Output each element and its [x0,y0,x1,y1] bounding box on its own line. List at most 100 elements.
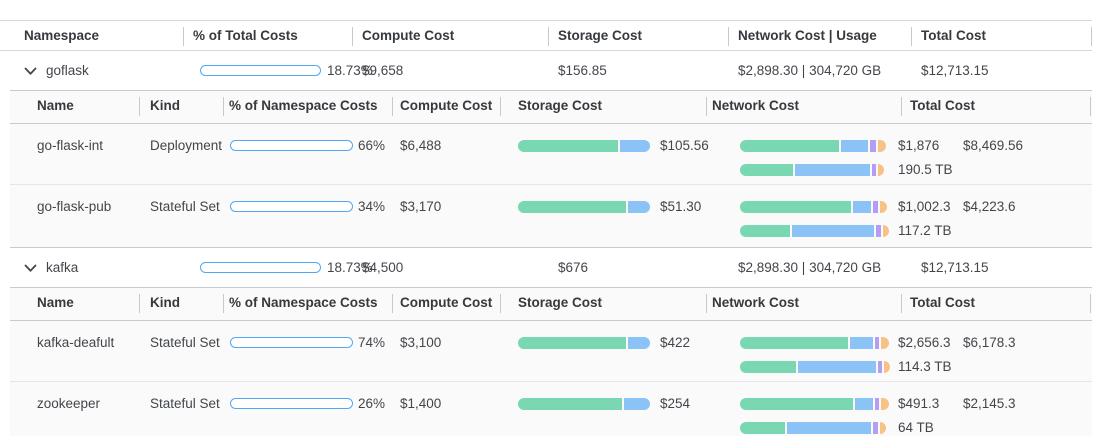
bar-segment [881,337,889,349]
bar-segment [740,225,790,237]
network-cost-bar [740,398,890,410]
main-table-header: Namespace % of Total Costs Compute Cost … [0,20,1092,51]
compute-cost-value: $9,658 [362,63,404,78]
namespace-row-kafka[interactable]: kafka 18.73% $4,500 $676 $2,898.30 | 304… [0,248,1092,287]
bar-segment [874,398,879,410]
network-cost-usage-value: $2,898.30 | 304,720 GB [738,63,882,78]
bar-segment [841,140,868,152]
total-cost-value: $12,713.15 [921,63,989,78]
bar-segment [518,398,622,410]
column-divider [901,97,902,116]
workload-kind: Stateful Set [150,199,220,214]
chevron-down-icon[interactable] [24,264,37,273]
bar-segment [879,422,886,434]
bar-segment [518,201,626,213]
pct-namespace-costs-bar [230,337,353,348]
subheader-storage-cost: Storage Cost [518,98,603,113]
storage-cost-value: $422 [660,335,691,350]
pct-total-costs-bar [200,65,321,76]
subheader-kind: Kind [150,98,180,113]
column-divider [1090,294,1091,313]
bar-segment [518,140,618,152]
subheader-pct-namespace-costs: % of Namespace Costs [229,98,378,113]
column-divider [392,97,393,116]
bar-segment [871,164,876,176]
header-compute-cost: Compute Cost [362,28,455,43]
subheader-total-cost: Total Cost [910,295,975,310]
column-divider [500,97,501,116]
network-cost-bar [740,201,890,213]
network-usage-value: 190.5 TB [898,162,953,177]
bar-segment [876,225,881,237]
bar-segment [623,398,651,410]
column-divider [1090,97,1091,116]
subheader-compute-cost: Compute Cost [400,98,493,113]
workload-row-zookeeper[interactable]: zookeeper Stateful Set 26% $1,400 $254 $… [10,382,1092,436]
column-divider [1091,27,1092,46]
bar-segment [878,140,886,152]
column-divider [706,97,707,116]
bar-segment [619,140,651,152]
chevron-down-icon[interactable] [24,67,37,76]
header-storage-cost: Storage Cost [558,28,643,43]
bar-segment [854,398,873,410]
subtable-header: Name Kind % of Namespace Costs Compute C… [10,91,1092,124]
total-cost-value: $2,145.3 [963,396,1016,411]
pct-total-costs-bar [200,262,321,273]
pct-namespace-costs-value: 74% [358,335,386,350]
subheader-name: Name [37,295,74,310]
workload-name: go-flask-int [37,138,104,153]
workload-row-go-flask-pub[interactable]: go-flask-pub Stateful Set 34% $3,170 $51… [10,185,1092,247]
column-divider [728,27,729,46]
pct-namespace-costs-value: 34% [358,199,386,214]
network-cost-bar [740,337,890,349]
bar-segment [798,361,876,373]
header-pct-total-costs: % of Total Costs [193,28,298,43]
subheader-network-cost: Network Cost [712,295,800,310]
pct-total-costs-value: 18.73% [327,260,373,275]
network-cost-bar [740,140,890,152]
subheader-pct-namespace-costs: % of Namespace Costs [229,295,378,310]
network-usage-bar [740,164,890,176]
network-usage-value: 117.2 TB [898,223,952,238]
total-cost-value: $12,713.15 [921,260,989,275]
bar-segment [740,337,848,349]
subheader-total-cost: Total Cost [910,98,975,113]
header-total-divider [911,27,912,46]
total-cost-value: $4,223.6 [963,199,1016,214]
bar-segment [877,361,883,373]
bar-segment [740,361,797,373]
compute-cost-value: $3,100 [400,335,442,350]
workload-name: kafka-deafult [37,335,115,350]
compute-cost-value: $4,500 [362,260,404,275]
subheader-storage-cost: Storage Cost [518,295,603,310]
bar-segment [791,225,874,237]
column-divider [223,294,224,313]
bar-segment [850,337,873,349]
bar-segment [740,398,853,410]
network-usage-value: 114.3 TB [898,359,952,374]
bar-segment [881,398,889,410]
network-usage-bar [740,225,890,237]
bar-segment [740,140,839,152]
header-network-cost-usage: Network Cost | Usage [738,28,877,43]
subtable-header: Name Kind % of Namespace Costs Compute C… [10,288,1092,321]
bar-segment [627,337,651,349]
namespace-row-goflask[interactable]: goflask 18.73% $9,658 $156.85 $2,898.30 … [0,51,1092,90]
storage-cost-value: $156.85 [558,63,607,78]
column-divider [500,294,501,313]
network-usage-bar [740,422,890,434]
column-divider [183,27,184,46]
header-total-cost: Total Cost [921,28,986,43]
workload-row-kafka-deafult[interactable]: kafka-deafult Stateful Set 74% $3,100 $4… [10,321,1092,382]
storage-cost-bar [518,398,651,410]
column-divider [139,294,140,313]
bar-segment [740,164,793,176]
bar-segment [873,201,878,213]
bar-segment [740,422,785,434]
bar-segment [878,164,884,176]
workload-row-go-flask-int[interactable]: go-flask-int Deployment 66% $6,488 $105.… [10,124,1092,185]
column-divider [901,294,902,313]
bar-segment [853,201,871,213]
storage-cost-value: $676 [558,260,589,275]
